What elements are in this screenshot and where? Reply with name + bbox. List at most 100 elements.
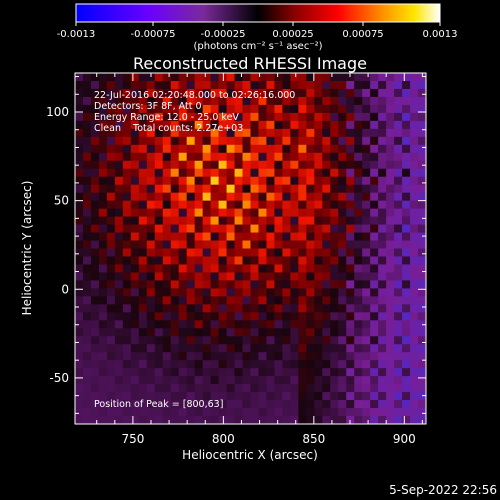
heatmap-cell — [122, 216, 132, 225]
heatmap-cell — [122, 248, 132, 257]
heatmap-cell — [298, 208, 307, 217]
heatmap-cell — [418, 184, 426, 194]
heatmap-cell — [290, 224, 299, 233]
heatmap-cell — [258, 280, 267, 289]
heatmap-cell — [90, 336, 100, 345]
heatmap-cell — [402, 264, 411, 273]
heatmap-cell — [234, 280, 243, 289]
heatmap-cell — [162, 288, 172, 297]
heatmap-cell — [162, 216, 172, 225]
heatmap-cell — [106, 136, 116, 146]
heatmap-cell — [306, 304, 315, 313]
heatmap-cell — [338, 320, 347, 329]
heatmap-cell — [170, 200, 180, 210]
heatmap-cell — [178, 352, 188, 361]
heatmap-cell — [242, 160, 251, 170]
heatmap-cell — [75, 368, 84, 377]
heatmap-cell — [90, 80, 100, 90]
heatmap-cell — [138, 200, 148, 210]
heatmap-cell — [90, 360, 100, 369]
heatmap-cell — [370, 136, 379, 146]
heatmap-cell — [98, 73, 108, 82]
annotations: 22-Jul-2016 02:20:48.000 to 02:26:16.000… — [94, 90, 295, 410]
heatmap-cell — [418, 136, 426, 146]
heatmap-cell — [130, 96, 140, 106]
heatmap-cell — [146, 312, 156, 321]
heatmap-cell — [266, 192, 275, 202]
heatmap-cell — [178, 296, 188, 305]
heatmap-cell — [178, 376, 188, 385]
heatmap-cell — [402, 208, 411, 217]
heatmap-cell — [154, 352, 164, 361]
heatmap-cell — [98, 184, 108, 194]
heatmap-cell — [378, 112, 387, 122]
heatmap-cell — [266, 80, 275, 90]
heatmap-cell — [130, 360, 140, 369]
heatmap-cell — [338, 192, 347, 202]
heatmap-cell — [210, 256, 219, 265]
heatmap-cell — [178, 224, 188, 233]
heatmap-cell — [106, 344, 116, 353]
heatmap-cell — [130, 416, 140, 424]
heatmap-cell — [410, 168, 419, 178]
heatmap-cell — [330, 408, 339, 417]
y-tick-label: -50 — [49, 371, 69, 385]
heatmap-cell — [242, 352, 251, 361]
heatmap-cell — [290, 248, 299, 257]
heatmap-cell — [194, 88, 204, 98]
heatmap-cell — [242, 296, 251, 305]
heatmap-cell — [210, 88, 219, 98]
heatmap-cell — [362, 128, 371, 138]
heatmap-cell — [298, 288, 307, 297]
heatmap-cell — [394, 280, 403, 289]
heatmap-cell — [106, 96, 116, 106]
heatmap-cell — [274, 88, 283, 98]
heatmap-cell — [218, 264, 227, 273]
heatmap-cell — [282, 248, 291, 257]
heatmap-cell — [138, 336, 148, 345]
heatmap-cell — [378, 120, 387, 130]
heatmap-cell — [162, 344, 172, 353]
heatmap-cell — [98, 216, 108, 225]
heatmap-cell — [90, 416, 100, 424]
heatmap-cell — [202, 384, 212, 393]
heatmap-cell — [178, 96, 188, 106]
heatmap-cell — [362, 208, 371, 217]
heatmap-cell — [146, 360, 156, 369]
heatmap-cell — [314, 384, 323, 393]
heatmap-cell — [194, 80, 204, 90]
heatmap-cell — [154, 264, 164, 273]
heatmap-cell — [122, 368, 132, 377]
heatmap-cell — [354, 304, 363, 313]
heatmap-cell — [386, 392, 395, 401]
heatmap-cell — [162, 304, 172, 313]
heatmap-cell — [258, 120, 267, 130]
heatmap-cell — [194, 344, 204, 353]
heatmap-cell — [218, 216, 227, 225]
heatmap-cell — [362, 352, 371, 361]
heatmap-cell — [290, 144, 299, 154]
heatmap-cell — [178, 200, 188, 210]
heatmap-cell — [354, 200, 363, 210]
heatmap-cell — [274, 400, 283, 409]
heatmap-cell — [402, 184, 411, 194]
heatmap-cell — [314, 296, 323, 305]
heatmap-cell — [210, 208, 219, 217]
heatmap-cell — [114, 376, 124, 385]
heatmap-cell — [98, 200, 108, 210]
heatmap-cell — [226, 376, 235, 385]
heatmap-cell — [378, 272, 387, 281]
heatmap-cell — [314, 184, 323, 194]
heatmap-cell — [106, 280, 116, 289]
heatmap-cell — [410, 240, 419, 249]
heatmap-cell — [114, 88, 124, 98]
heatmap-cell — [330, 392, 339, 401]
heatmap-cell — [282, 88, 291, 98]
heatmap-cell — [154, 288, 164, 297]
heatmap-cell — [402, 88, 411, 98]
heatmap-cell — [90, 192, 100, 202]
heatmap-cell — [90, 376, 100, 385]
heatmap-cell — [202, 288, 212, 297]
heatmap-cell — [202, 216, 212, 225]
heatmap-cell — [314, 128, 323, 138]
